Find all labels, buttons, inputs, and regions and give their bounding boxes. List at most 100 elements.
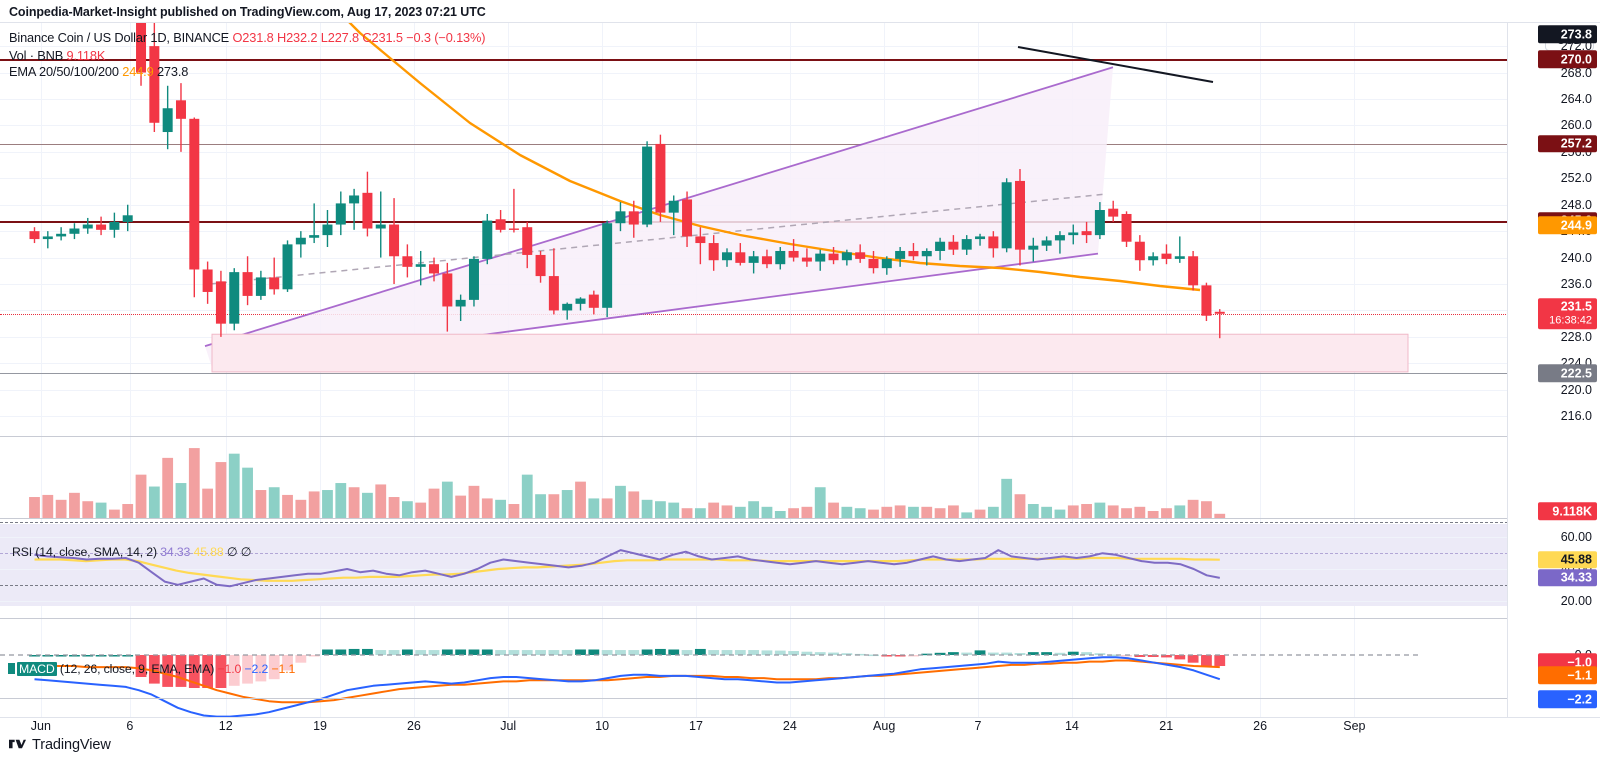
candle-body [1121, 213, 1132, 242]
volume-bar [468, 485, 480, 518]
price-axis-tick: 268.0 [1560, 65, 1592, 80]
candle-body [948, 241, 959, 250]
macd-histogram-bar [1027, 652, 1039, 655]
attribution-text: Coinpedia-Market-Insight published on Tr… [9, 5, 486, 19]
price-axis-tick: 252.0 [1560, 171, 1592, 186]
ema-legend[interactable]: EMA 20/50/100/200 244.9 273.8 [9, 64, 188, 79]
volume-bar [894, 505, 906, 518]
grid-line [0, 99, 1508, 100]
price-level-line[interactable] [0, 373, 1508, 375]
time-axis[interactable]: Jun 6 12 19 26 Jul 10 17 24 Aug 7 14 21 26 Sep [0, 719, 1508, 739]
macd-legend[interactable]: MACD (12, 26, close, 9, EMA, EMA) −1.0 −… [8, 662, 295, 676]
ema-legend-v2: 273.8 [156, 64, 189, 79]
candle-body [708, 243, 719, 261]
rsi-legend-v1: 34.33 [160, 545, 191, 559]
volume-bar [535, 494, 546, 518]
price-axis[interactable]: USD 272.0268.0264.0260.0256.0252.0248.02… [1507, 23, 1600, 717]
volume-bar [1014, 494, 1026, 518]
candle-body [1214, 311, 1225, 314]
time-axis-label: Sep [1343, 719, 1366, 733]
macd-legend-v2: −2.2 [244, 662, 269, 676]
macd-histogram-bar [535, 650, 546, 655]
price-tag-resistance[interactable]: 270.0 [1538, 50, 1597, 69]
time-axis-label: 17 [689, 719, 703, 733]
volume-bar [748, 501, 760, 518]
macd-histogram-bar [348, 648, 360, 655]
candle-body [1201, 285, 1212, 316]
macd-value-tag[interactable]: −2.2 [1538, 690, 1597, 708]
grid-line [0, 416, 1508, 417]
volume-bar [655, 501, 666, 518]
descending-trendline[interactable] [1017, 46, 1214, 83]
candle-body [815, 253, 826, 262]
price-axis-tick: 260.0 [1560, 118, 1592, 133]
legend-interval[interactable]: 1D [150, 30, 167, 45]
grid-line [0, 390, 1508, 391]
candle-body [322, 224, 333, 236]
volume-bar [495, 499, 507, 518]
price-level-line[interactable] [0, 314, 1508, 315]
macd-value-tag[interactable]: −1.1 [1538, 666, 1597, 684]
pane-separator [0, 698, 1508, 699]
volume-legend[interactable]: Vol · BNB 9.118K [9, 48, 105, 63]
macd-histogram-bar [228, 655, 240, 686]
macd-histogram-bar [175, 655, 187, 687]
main-legend[interactable]: Binance Coin / US Dollar 1D, BINANCE O23… [9, 30, 486, 45]
volume-bar [987, 506, 999, 518]
rsi-axis-tick: 20.00 [1560, 593, 1592, 608]
rising-wedge-fill [205, 67, 1113, 371]
rsi-legend[interactable]: RSI (14, close, SMA, 14, 2) 34.33 45.88 … [12, 545, 251, 559]
volume-bar [455, 495, 467, 518]
ema-legend-title: EMA 20/50/100/200 [9, 64, 119, 79]
mid-dashed-trendline[interactable] [209, 193, 1106, 285]
macd-histogram-bar [1187, 655, 1199, 663]
macd-histogram-bar [788, 651, 799, 655]
price-level-line[interactable] [0, 144, 1508, 146]
volume-bar [908, 506, 919, 518]
support-zone-rect[interactable] [211, 333, 1409, 373]
macd-histogram-bar [42, 655, 54, 657]
volume-bar [615, 485, 626, 518]
macd-histogram-bar [1174, 655, 1186, 660]
candle-body [588, 294, 599, 308]
macd-histogram-bar [108, 655, 120, 657]
volume-value-tag[interactable]: 9.118K [1538, 502, 1597, 520]
price-tag-ema200[interactable]: 273.8 [1538, 25, 1597, 43]
candle-body [269, 277, 280, 290]
candle-body [189, 118, 200, 270]
volume-bar [388, 497, 400, 518]
macd-histogram-bar [188, 655, 200, 688]
ema-legend-v1: 244.9 [122, 64, 154, 79]
candle-body [775, 250, 786, 265]
price-tag-resistance[interactable]: 257.2 [1538, 135, 1597, 153]
volume-bar [82, 501, 94, 518]
candle-body [1068, 232, 1079, 236]
price-tag-support[interactable]: 222.5 [1538, 364, 1597, 382]
grid-line [0, 569, 1508, 570]
volume-bar [148, 486, 160, 518]
volume-bar [934, 508, 946, 518]
macd-histogram-bar [95, 655, 107, 657]
ohlc-o: 231.8 [242, 30, 274, 45]
candle-body [229, 272, 240, 324]
chart-frame: USD 272.0268.0264.0260.0256.0252.0248.02… [0, 22, 1600, 718]
volume-bar [322, 490, 333, 518]
legend-symbol[interactable]: Binance Coin / US Dollar [9, 30, 147, 45]
plot-area[interactable]: Binance Coin / US Dollar 1D, BINANCE O23… [0, 23, 1508, 717]
volume-bar [415, 502, 427, 518]
candle-body [362, 192, 373, 229]
grid-line-vertical [41, 23, 42, 717]
volume-bar [721, 505, 733, 518]
macd-histogram-bar [748, 650, 760, 655]
volume-bar [135, 474, 147, 518]
rsi-value-tag[interactable]: 34.33 [1538, 569, 1597, 587]
price-level-line[interactable] [0, 59, 1508, 61]
macd-histogram-bar [721, 650, 733, 655]
candle-body [921, 250, 932, 257]
macd-histogram-bar [455, 649, 467, 655]
rsi-value-tag[interactable]: 45.88 [1538, 550, 1597, 569]
price-tag-ema20[interactable]: 244.9 [1538, 216, 1597, 234]
macd-histogram-bar [961, 652, 973, 655]
price-tag-last-price[interactable]: 231.5 16:38:42 [1538, 298, 1597, 330]
macd-histogram-bar [801, 651, 813, 655]
